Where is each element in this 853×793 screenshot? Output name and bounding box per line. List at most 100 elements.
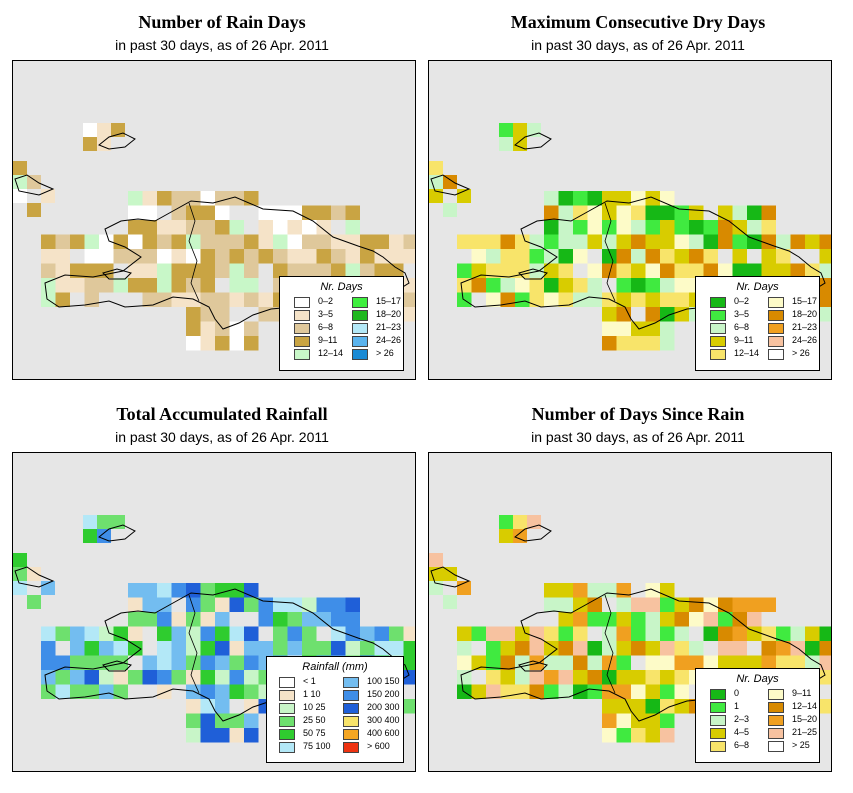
grid-cell [157, 191, 172, 206]
grid-cell [674, 641, 689, 656]
grid-cell [500, 641, 515, 656]
grid-cell [287, 626, 302, 641]
grid-cell [616, 249, 631, 264]
grid-cell [258, 307, 273, 322]
grid-cell [747, 205, 762, 220]
grid-cell [486, 263, 501, 278]
grid-cell [70, 684, 85, 699]
grid-cell [157, 220, 172, 235]
grid-cell [544, 655, 559, 670]
grid-cell [99, 670, 114, 685]
legend-label: 75 100 [303, 741, 331, 751]
grid-cell [587, 220, 602, 235]
grid-cell [689, 655, 704, 670]
grid-cell [645, 220, 660, 235]
grid-cell [486, 641, 501, 656]
grid-cell [142, 583, 157, 598]
grid-cell [389, 641, 404, 656]
grid-cell [674, 292, 689, 307]
grid-cell [128, 278, 143, 293]
grid-cell [142, 205, 157, 220]
legend-swatch [768, 715, 784, 726]
grid-cell [674, 220, 689, 235]
grid-cell [70, 641, 85, 656]
grid-cell [660, 641, 675, 656]
legend-label: 12–14 [734, 348, 760, 358]
grid-cell [486, 278, 501, 293]
legend-label: 150 200 [367, 689, 400, 699]
legend-label: 21–25 [792, 727, 818, 737]
grid-cell [558, 191, 573, 206]
grid-cell [331, 597, 346, 612]
legend: Nr. Days 0 1 2–3 4–5 6–8 9–11 12–14 15–20 21–25 >… [695, 668, 820, 763]
legend-label: > 26 [376, 348, 394, 358]
grid-cell [55, 249, 70, 264]
grid-cell [70, 278, 85, 293]
grid-cell [616, 278, 631, 293]
grid-cell [674, 278, 689, 293]
grid-cell [718, 597, 733, 612]
legend-title: Nr. Days [320, 281, 363, 293]
legend-label: 21–23 [792, 322, 818, 332]
coastline-island [102, 660, 132, 672]
legend-swatch [768, 702, 784, 713]
panel-title: Number of Rain Days [138, 12, 306, 32]
grid-cell [544, 234, 559, 249]
grid-cell [244, 684, 259, 699]
grid-cell [229, 220, 244, 235]
country-border [604, 202, 616, 302]
grid-cell [573, 597, 588, 612]
grid-cell [215, 205, 230, 220]
grid-cell [258, 641, 273, 656]
grid-cell [287, 612, 302, 627]
legend: Nr. Days 0–2 3–5 6–8 9–11 12–14 15–17 18–20 21–… [695, 276, 820, 371]
grid-cell [229, 641, 244, 656]
grid-cell [374, 263, 389, 278]
grid-cell [345, 597, 360, 612]
grid-cell [200, 626, 215, 641]
grid-cell [660, 612, 675, 627]
grid-cell [645, 597, 660, 612]
grid-cell [186, 336, 201, 351]
grid-cell [157, 612, 172, 627]
grid-cell [515, 278, 530, 293]
map-days-since-rain: Nr. Days 0 1 2–3 4–5 6–8 9–11 12–14 15–20 21–25 >… [428, 452, 832, 772]
grid-cell [645, 278, 660, 293]
legend-label: 6–8 [734, 740, 750, 750]
grid-cell [703, 655, 718, 670]
grid-cell [99, 641, 114, 656]
grid-cell [345, 205, 360, 220]
grid-cell [660, 234, 675, 249]
legend-swatch [768, 310, 784, 321]
legend-swatch [343, 742, 359, 753]
grid-cell [302, 263, 317, 278]
grid-cell [645, 641, 660, 656]
grid-cell [99, 684, 114, 699]
grid-cell [157, 597, 172, 612]
grid-cell [558, 234, 573, 249]
grid-cell [13, 161, 27, 175]
coastline-island [518, 660, 548, 672]
grid-cell [616, 713, 631, 728]
grid-cell [747, 655, 762, 670]
grid-cell [200, 278, 215, 293]
grid-cell [761, 641, 776, 656]
grid-cell [529, 626, 544, 641]
legend-swatch [279, 677, 295, 688]
legend-label: 0–2 [318, 296, 334, 306]
grid-cell [776, 626, 791, 641]
grid-cell [645, 655, 660, 670]
grid-cell [587, 191, 602, 206]
grid-cell [443, 567, 457, 581]
grid-cell [128, 191, 143, 206]
grid-cell [660, 728, 675, 743]
legend-label: 12–14 [318, 348, 344, 358]
legend-title: Rainfall (mm) [302, 661, 368, 673]
grid-cell [689, 220, 704, 235]
grid-cell [429, 553, 443, 567]
grid-cell [790, 263, 805, 278]
panel-subtitle: in past 30 days, as of 26 Apr. 2011 [115, 429, 329, 445]
grid-cell [229, 292, 244, 307]
grid-cell [273, 234, 288, 249]
grid-cell [732, 249, 747, 264]
